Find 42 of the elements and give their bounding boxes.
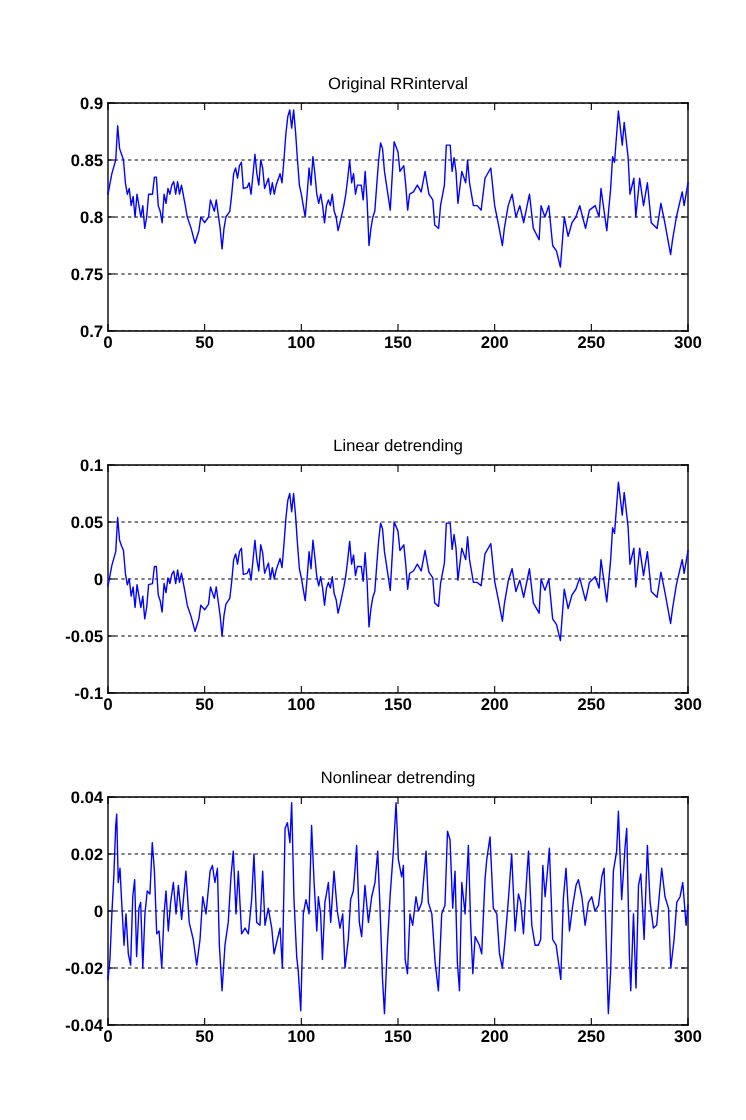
chart-title: Nonlinear detrending (322, 771, 475, 787)
y-tick-label: -0.05 (65, 630, 103, 643)
y-tick-label: 0.9 (80, 97, 103, 110)
chart-title: Original RRinterval (328, 77, 467, 93)
x-tick-label: 200 (481, 1030, 508, 1043)
y-tick-label: 0.05 (71, 516, 103, 529)
x-tick-label: 250 (578, 1030, 605, 1043)
y-tick-label: 0.04 (71, 791, 104, 804)
x-tick-label: 150 (385, 1030, 412, 1043)
y-tick-label: 0.8 (80, 211, 103, 224)
y-tick-label: 0 (94, 905, 103, 918)
line-series (107, 802, 689, 1015)
y-tick-label: -0.1 (75, 687, 103, 700)
y-tick-label: 0.1 (80, 459, 103, 472)
x-tick-label: 100 (288, 336, 315, 349)
x-tick-label: 50 (195, 698, 214, 711)
x-tick-label: 50 (195, 1030, 214, 1043)
y-tick-label: -0.02 (65, 962, 103, 975)
x-tick-label: 150 (385, 698, 412, 711)
y-tick-label: 0.75 (71, 268, 103, 281)
x-tick-label: 200 (481, 336, 508, 349)
x-tick-label: 200 (481, 698, 508, 711)
y-tick-label: 0 (94, 573, 103, 586)
x-tick-label: 300 (674, 1030, 702, 1043)
x-tick-label: 100 (288, 1030, 315, 1043)
y-tick-label: 0.85 (71, 154, 103, 167)
line-series (107, 109, 689, 268)
x-tick-label: 250 (578, 698, 605, 711)
line-series (107, 481, 689, 642)
x-tick-label: 250 (578, 336, 605, 349)
x-tick-label: 0 (104, 336, 112, 349)
y-tick-label: 0.02 (71, 848, 103, 861)
x-tick-label: 0 (104, 698, 112, 711)
x-tick-label: 0 (104, 1030, 112, 1043)
x-tick-label: 150 (385, 336, 412, 349)
y-tick-label: 0.7 (80, 325, 103, 338)
x-tick-label: 50 (195, 336, 214, 349)
chart-title: Linear detrending (334, 439, 462, 455)
x-tick-label: 300 (674, 698, 702, 711)
x-tick-label: 300 (674, 336, 702, 349)
x-tick-label: 100 (288, 698, 315, 711)
y-tick-label: -0.04 (65, 1019, 104, 1032)
